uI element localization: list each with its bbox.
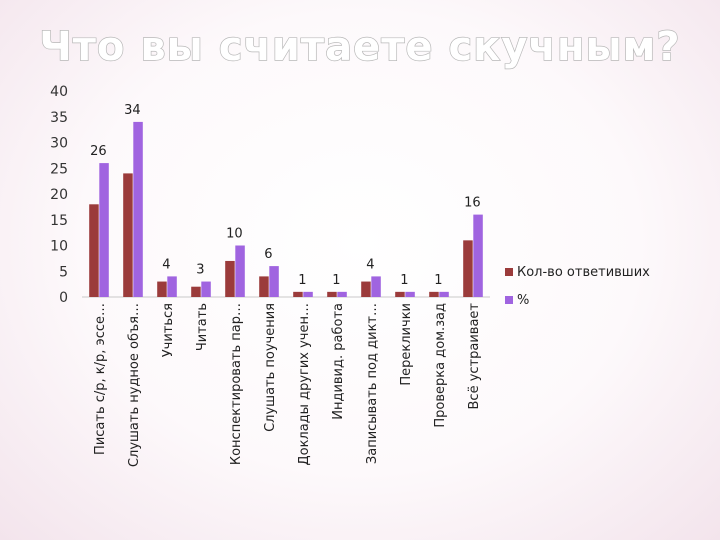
data-label: 4: [162, 257, 170, 272]
x-axis-tick-label: Всё устраивает: [467, 303, 482, 410]
data-label: 16: [464, 196, 481, 211]
y-axis-tick-label: 40: [50, 84, 68, 100]
x-axis-tick-label: Переклички: [399, 303, 414, 386]
bar-count: [259, 276, 269, 297]
x-axis-tick-label: Читать: [195, 303, 210, 351]
data-label: 6: [264, 247, 272, 262]
bar-percent: [303, 291, 313, 297]
data-label: 4: [366, 257, 374, 272]
chart-axes: 0 5 10 15 20 25 30 35 40: [50, 84, 490, 306]
chart-data-labels: 26 34 4 3 10 6 1 1 4 1 1 16: [90, 103, 481, 288]
bar-percent: [133, 121, 143, 298]
bar-percent: [269, 266, 279, 297]
bar-percent: [371, 276, 381, 297]
x-axis-tick-labels: Писать с/р, к/р, эссе… Слушать нудное объ…: [93, 303, 482, 467]
x-axis-tick-label: Проверка дом.зад: [433, 303, 448, 428]
x-axis-tick-label: Слушать поучения: [263, 303, 278, 432]
data-label: 26: [90, 144, 107, 159]
bar-percent: [201, 281, 211, 297]
bar-percent: [405, 291, 415, 297]
bar-percent: [473, 214, 483, 297]
legend-swatch: [505, 296, 513, 304]
bar-count: [463, 240, 473, 297]
bar-count: [293, 291, 303, 297]
bar-count: [429, 291, 439, 297]
data-label: 10: [226, 227, 243, 242]
bar-percent: [99, 163, 109, 297]
bar-count: [327, 291, 337, 297]
bar-count: [361, 281, 371, 297]
bar-count: [123, 173, 133, 297]
y-axis-tick-label: 0: [59, 290, 68, 306]
legend-swatch: [505, 268, 513, 276]
chart-title: Что вы считаете скучным?: [39, 24, 680, 70]
y-axis-tick-label: 10: [50, 239, 68, 255]
x-axis-tick-label: Конспектировать пар…: [229, 303, 244, 465]
x-axis-tick-label: Писать с/р, к/р, эссе…: [93, 303, 108, 455]
data-label: 1: [332, 273, 340, 288]
x-axis-tick-label: Индивид. работа: [331, 303, 346, 420]
x-axis-tick-label: Учиться: [161, 303, 176, 357]
x-axis-tick-label: Записывать под дикт…: [365, 303, 380, 464]
bar-count: [89, 204, 99, 297]
legend-entry: %: [517, 293, 529, 308]
data-label: 1: [298, 273, 306, 288]
y-axis-tick-label: 20: [50, 187, 68, 203]
bar-percent: [439, 291, 449, 297]
data-label: 1: [400, 273, 408, 288]
bar-count: [225, 260, 235, 297]
x-axis-tick-label: Доклады других учен…: [297, 303, 312, 466]
legend-entry: Кол-во ответивших: [517, 265, 650, 280]
x-axis-tick-label: Слушать нудное объя…: [127, 303, 142, 467]
bar-percent: [235, 245, 245, 297]
bar-count: [395, 291, 405, 297]
chart-bars: [89, 121, 483, 298]
bar-count: [191, 286, 201, 297]
bar-percent: [337, 291, 347, 297]
y-axis-tick-label: 25: [50, 161, 68, 177]
bar-percent: [167, 276, 177, 297]
chart-legend: Кол-во ответивших%: [505, 265, 650, 308]
data-label: 1: [434, 273, 442, 288]
bar-count: [157, 281, 167, 297]
data-label: 34: [124, 103, 141, 118]
data-label: 3: [196, 263, 204, 278]
y-axis-tick-label: 5: [59, 264, 68, 280]
y-axis-tick-label: 30: [50, 136, 68, 152]
y-axis-tick-label: 35: [50, 110, 68, 126]
y-axis-tick-label: 15: [50, 213, 68, 229]
